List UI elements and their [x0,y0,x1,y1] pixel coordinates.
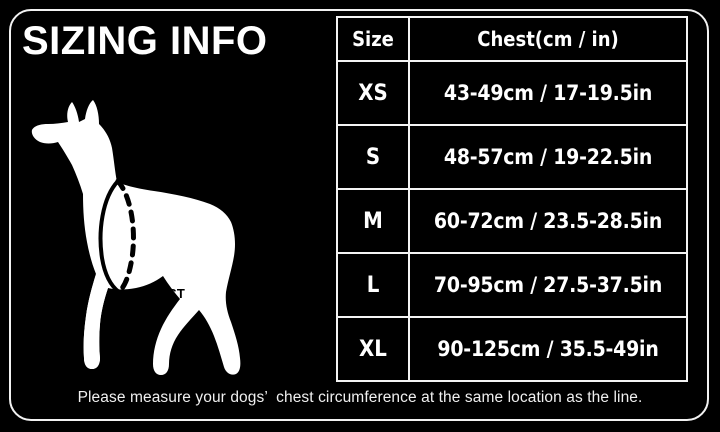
cell-chest: 70-95cm / 27.5-37.5in [408,252,688,318]
cell-chest: 90-125cm / 35.5-49in [408,316,688,382]
chest-measure-label: CHEST [140,286,186,301]
column-header-size: Size [336,16,410,62]
dog-silhouette-figure: CHEST [22,86,312,382]
table-row: L 70-95cm / 27.5-37.5in [336,252,688,318]
cell-size: M [336,188,410,254]
column-header-chest: Chest(cm / in) [408,16,688,62]
table-row: XS 43-49cm / 17-19.5in [336,60,688,126]
cell-size: L [336,252,410,318]
cell-chest: 48-57cm / 19-22.5in [408,124,688,190]
page-title: SIZING INFO [22,19,268,63]
cell-chest: 43-49cm / 17-19.5in [408,60,688,126]
table-header-row: Size Chest(cm / in) [336,16,688,62]
cell-size: XS [336,60,410,126]
table-row: XL 90-125cm / 35.5-49in [336,316,688,382]
cell-chest: 60-72cm / 23.5-28.5in [408,188,688,254]
cell-size: XL [336,316,410,382]
cell-size: S [336,124,410,190]
size-chart-table: Size Chest(cm / in) XS 43-49cm / 17-19.5… [336,16,688,382]
dog-body-shape [31,100,241,375]
table-row: M 60-72cm / 23.5-28.5in [336,188,688,254]
chest-measure-guide [98,178,136,295]
table-row: S 48-57cm / 19-22.5in [336,124,688,190]
measurement-instruction: Please measure your dogs’ chest circumfe… [77,389,643,406]
